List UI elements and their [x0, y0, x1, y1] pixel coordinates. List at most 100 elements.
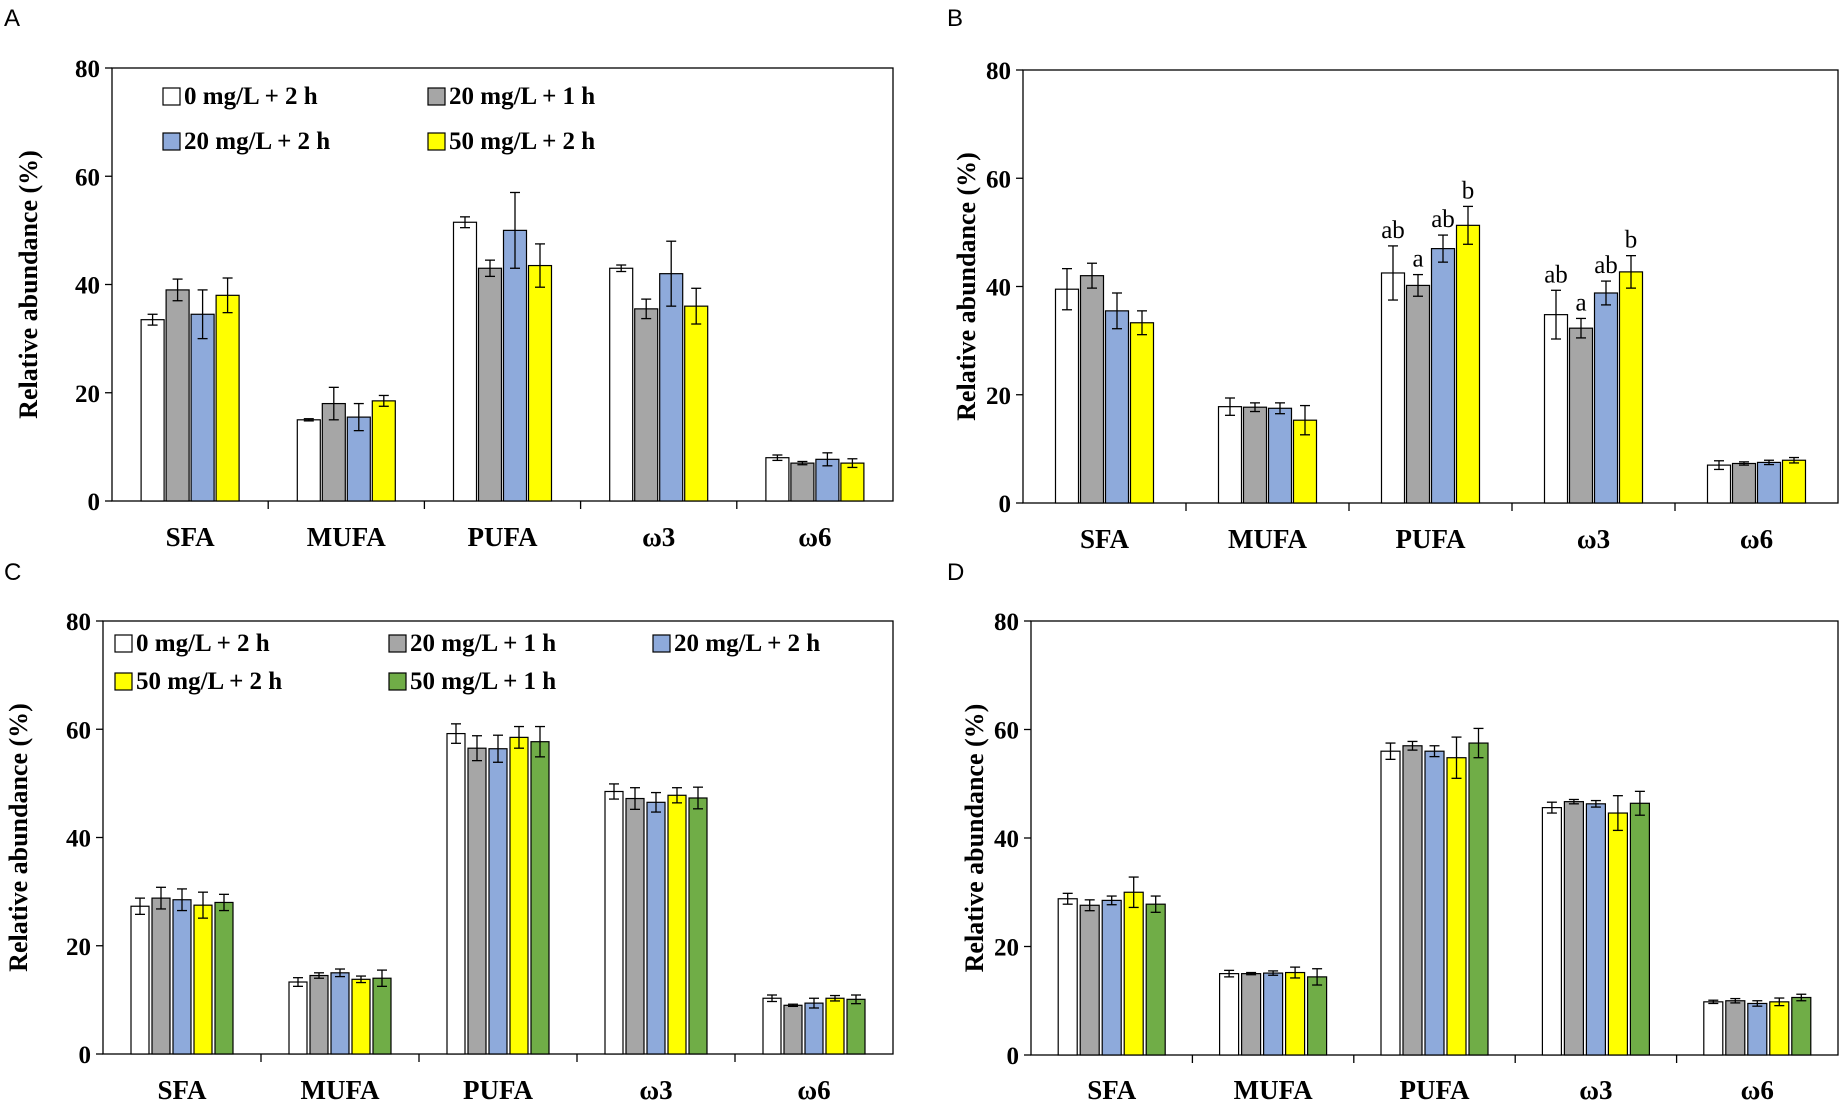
bar — [1267, 407, 1293, 504]
x-tick-label: ω6 — [797, 1075, 830, 1105]
y-tick-label: 60 — [994, 718, 1019, 745]
bar — [1054, 288, 1080, 504]
legend-swatch — [427, 132, 446, 151]
bar — [783, 1004, 803, 1055]
legend-swatch — [114, 634, 133, 653]
bar — [1380, 272, 1406, 504]
bar — [634, 308, 659, 502]
x-tick-label: MUFA — [1234, 1075, 1313, 1105]
bar — [1607, 812, 1629, 1056]
legend-label: 20 mg/L + 2 h — [674, 630, 820, 657]
bar — [1756, 461, 1782, 504]
x-tick-label: ω3 — [1577, 524, 1610, 554]
panel-letter: B — [947, 5, 963, 32]
bar — [1563, 801, 1585, 1056]
bar — [1240, 973, 1262, 1056]
legend-swatch — [427, 87, 446, 106]
legend-label: 20 mg/L + 2 h — [184, 128, 330, 155]
bar — [646, 801, 666, 1055]
x-tick-label: MUFA — [1228, 524, 1307, 554]
bar — [1079, 275, 1105, 504]
y-axis-label: Relative abundance (%) — [960, 704, 989, 973]
bar — [790, 462, 815, 502]
bar — [477, 267, 503, 502]
bar — [1725, 1000, 1746, 1056]
y-tick-label: 40 — [986, 275, 1011, 302]
y-tick-label: 80 — [986, 58, 1011, 85]
legend-swatch — [388, 672, 407, 691]
bar — [452, 221, 478, 502]
bar — [1747, 1002, 1768, 1056]
x-tick-label: PUFA — [1400, 1075, 1470, 1105]
x-tick-label: ω3 — [642, 522, 675, 552]
significance-label: ab — [1594, 252, 1618, 279]
legend-swatch — [388, 634, 407, 653]
bar — [765, 457, 790, 502]
bar — [1593, 292, 1619, 504]
x-tick-label: PUFA — [468, 522, 538, 552]
legend-swatch — [652, 634, 671, 653]
y-tick-label: 60 — [75, 164, 100, 191]
y-tick-label: 40 — [66, 826, 91, 853]
x-tick-label: SFA — [1080, 524, 1130, 554]
x-tick-label: MUFA — [307, 522, 386, 552]
bar — [446, 732, 466, 1055]
bar — [140, 319, 165, 502]
bar — [1769, 1001, 1790, 1056]
y-tick-label: 0 — [999, 491, 1012, 518]
significance-label: ab — [1381, 217, 1405, 244]
legend-label: 20 mg/L + 1 h — [449, 83, 595, 110]
x-tick-label: SFA — [157, 1075, 207, 1105]
bar — [1284, 971, 1306, 1056]
bar — [1541, 807, 1563, 1056]
significance-label: b — [1625, 227, 1638, 254]
bar — [1306, 976, 1328, 1056]
bar — [502, 229, 528, 502]
bar — [1145, 903, 1166, 1056]
x-tick-label: ω6 — [1740, 524, 1773, 554]
bar — [1129, 322, 1155, 504]
bar — [1402, 745, 1423, 1056]
y-tick-label: 60 — [986, 166, 1011, 193]
y-tick-label: 20 — [66, 934, 91, 961]
significance-label: a — [1575, 289, 1586, 316]
panel-letter: A — [4, 5, 20, 32]
y-tick-label: 80 — [66, 609, 91, 636]
legend-swatch — [114, 672, 133, 691]
y-tick-label: 20 — [75, 381, 100, 408]
y-tick-label: 80 — [75, 56, 100, 83]
bar — [1104, 310, 1130, 504]
bar — [604, 790, 624, 1055]
bar — [609, 267, 634, 502]
significance-label: ab — [1431, 206, 1455, 233]
bar — [1618, 271, 1644, 504]
bar — [1242, 406, 1268, 504]
bar — [1380, 750, 1401, 1056]
bar — [825, 997, 845, 1055]
legend-swatch — [162, 87, 181, 106]
bar — [659, 273, 684, 502]
panel-b: B 0 20 40 60 80 Relative abundance (%) SFA MUFA P… — [947, 5, 1839, 554]
bar — [1568, 327, 1594, 504]
x-tick-label: PUFA — [1396, 524, 1466, 554]
bar — [165, 289, 190, 502]
x-tick-label: ω3 — [639, 1075, 672, 1105]
bar — [1706, 464, 1732, 504]
bar — [1079, 904, 1100, 1056]
bar — [309, 974, 329, 1055]
bar — [1543, 314, 1569, 504]
bar — [1123, 891, 1144, 1056]
bar — [1455, 224, 1481, 504]
panel-letter: C — [4, 559, 21, 586]
bar — [130, 905, 150, 1055]
x-tick-label: MUFA — [301, 1075, 380, 1105]
bar — [330, 972, 350, 1055]
significance-label: b — [1462, 177, 1475, 204]
bar — [684, 305, 709, 502]
bar — [762, 997, 782, 1055]
legend-label: 50 mg/L + 2 h — [449, 128, 595, 155]
bar — [1629, 802, 1651, 1056]
bar — [1446, 757, 1467, 1056]
x-tick-label: PUFA — [463, 1075, 533, 1105]
